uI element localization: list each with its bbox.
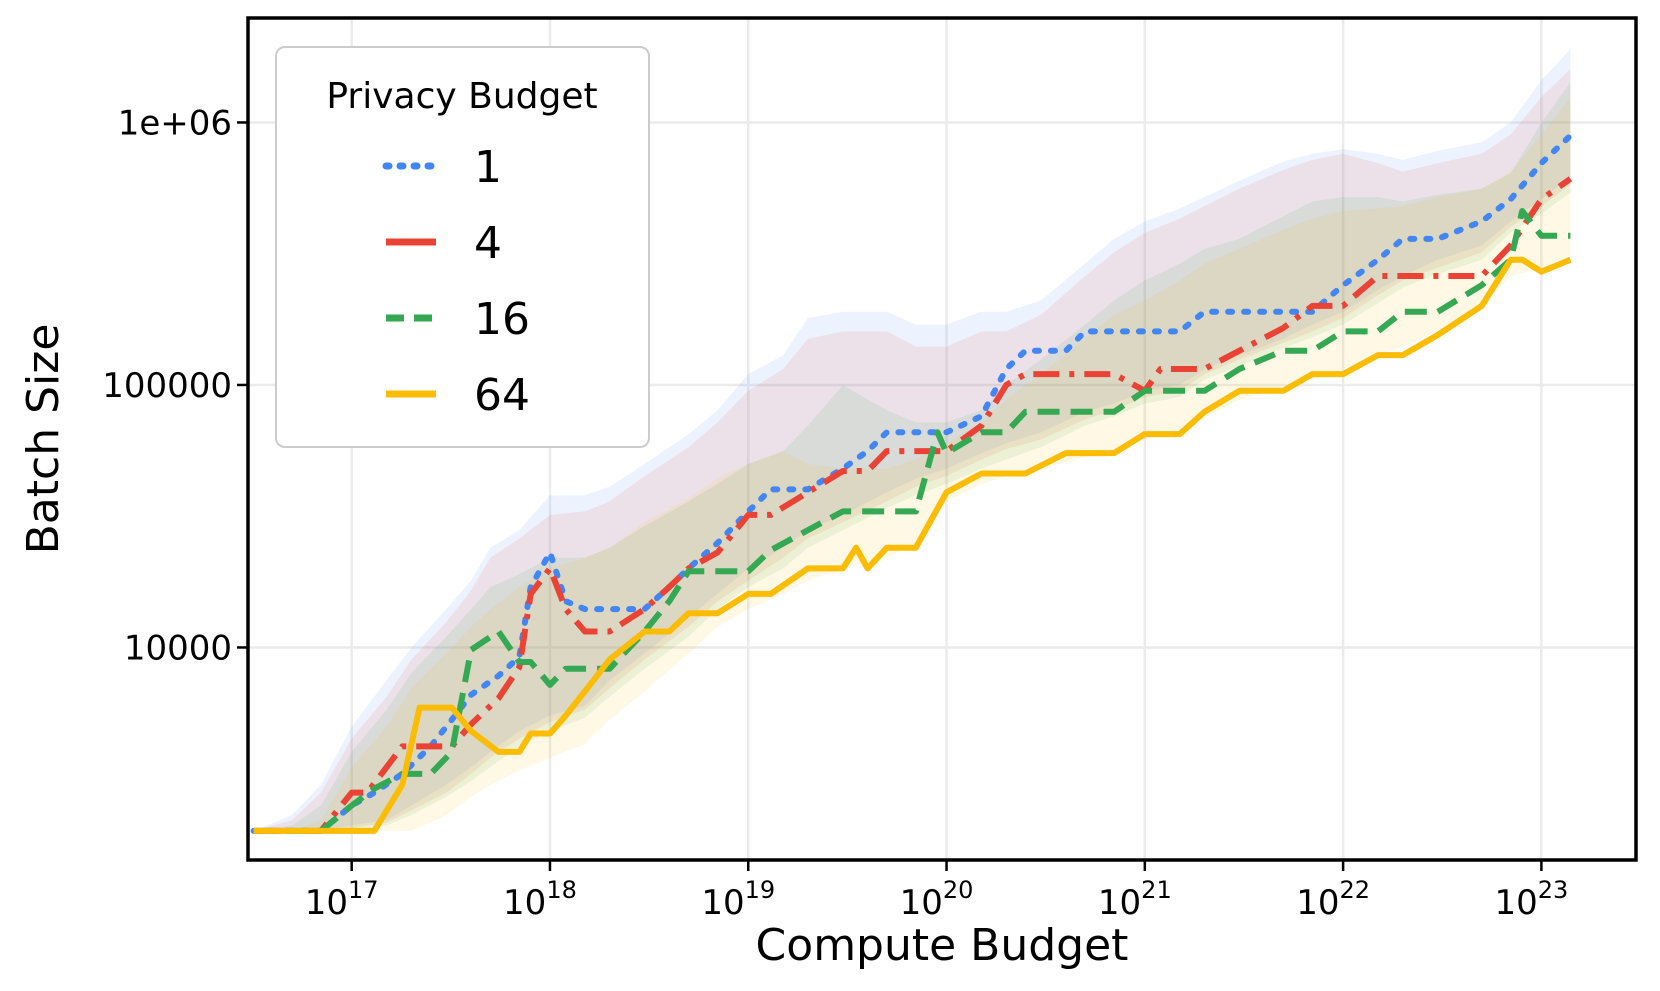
x-tick-label-exponent-1: 18 <box>546 876 577 904</box>
legend-box <box>275 46 650 448</box>
legend-label-4: 4 <box>474 218 502 269</box>
x-tick-label-base-3: 10 <box>900 883 943 923</box>
x-tick-label-exponent-6: 23 <box>1538 876 1569 904</box>
x-tick-label-5: 1022 <box>1296 876 1370 923</box>
confidence-bands <box>253 49 1571 831</box>
legend-label-1: 1 <box>474 142 502 193</box>
x-tick-label-base-1: 10 <box>503 883 546 923</box>
x-tick-label-4: 1021 <box>1098 876 1172 923</box>
x-tick-label-1: 1018 <box>503 876 577 923</box>
y-tick-label-0: 10000 <box>124 628 232 668</box>
x-axis-label: Compute Budget <box>756 920 1129 971</box>
band-series-16 <box>253 82 1571 831</box>
band-series-4 <box>253 68 1571 831</box>
x-tick-label-exponent-5: 22 <box>1339 876 1370 904</box>
x-tick-label-base-4: 10 <box>1098 883 1141 923</box>
x-tick-label-exponent-4: 21 <box>1141 876 1172 904</box>
legend-label-16: 16 <box>474 294 530 345</box>
legend: Privacy Budget 1 4 16 64 <box>275 46 650 448</box>
x-tick-label-0: 1017 <box>305 876 379 923</box>
y-tick-label-2: 1e+06 <box>118 103 232 143</box>
x-tick-label-base-6: 10 <box>1494 883 1537 923</box>
x-tick-label-base-0: 10 <box>305 883 348 923</box>
y-axis-label: Batch Size <box>18 324 69 555</box>
line-series-16 <box>253 208 1571 834</box>
series-lines <box>250 132 1574 834</box>
y-tick-label-1: 100000 <box>102 366 232 406</box>
band-series-64 <box>253 97 1571 831</box>
legend-label-64: 64 <box>474 370 530 421</box>
x-tick-label-base-5: 10 <box>1296 883 1339 923</box>
x-tick-label-6: 1023 <box>1494 876 1568 923</box>
x-tick-label-exponent-0: 17 <box>348 876 379 904</box>
y-axis-ticks: 10000 100000 1e+06 <box>102 103 248 668</box>
x-tick-label-3: 1020 <box>900 876 974 923</box>
line-series-64 <box>253 256 1572 834</box>
legend-items: 1 4 16 64 <box>382 142 530 421</box>
plot-frame <box>246 16 1638 862</box>
x-tick-label-exponent-2: 19 <box>745 876 776 904</box>
band-series-1 <box>253 49 1571 831</box>
x-tick-label-base-2: 10 <box>701 883 744 923</box>
x-tick-label-exponent-3: 20 <box>943 876 974 904</box>
x-axis-ticks: 1017 1018 1019 1020 1021 1022 1023 <box>305 860 1568 923</box>
legend-title: Privacy Budget <box>326 76 597 117</box>
x-tick-label-2: 1019 <box>701 876 775 923</box>
